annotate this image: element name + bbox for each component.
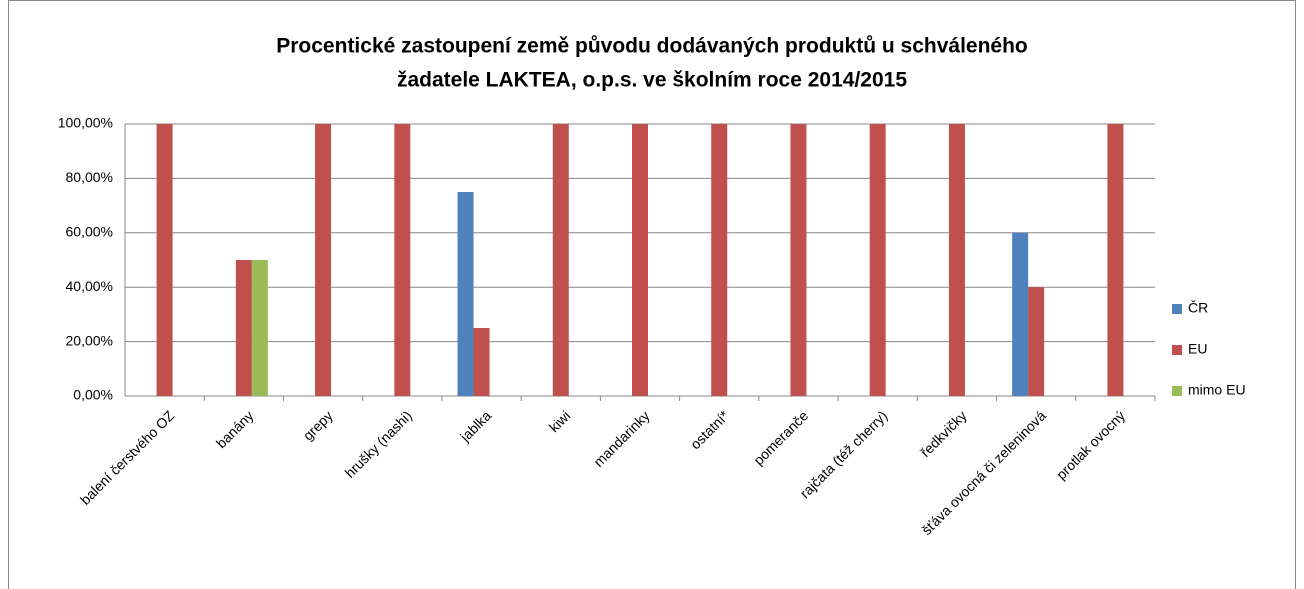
legend-swatch [1172, 345, 1182, 355]
bar [394, 124, 411, 396]
bar [1012, 232, 1029, 396]
bar [1107, 124, 1124, 396]
chart-title: žadatele LAKTEA, o.p.s. ve školním roce … [397, 69, 907, 92]
legend-swatch [1172, 304, 1182, 314]
legend-label: ČR [1188, 300, 1208, 316]
legend-label: mimo EU [1188, 382, 1246, 398]
y-tick-label: 20,00% [66, 332, 113, 348]
bar [315, 124, 332, 396]
bar [632, 124, 648, 396]
bar [1028, 287, 1045, 396]
legend-label: EU [1188, 341, 1207, 357]
chart-frame [8, 0, 1296, 589]
bar [790, 124, 807, 396]
y-tick-label: 40,00% [66, 278, 113, 294]
y-tick-label: 100,00% [58, 115, 113, 131]
y-tick-label: 80,00% [66, 169, 113, 185]
legend-swatch [1172, 386, 1182, 396]
bar [711, 124, 728, 396]
bar [457, 192, 474, 396]
bar [948, 124, 965, 396]
bar [156, 124, 173, 396]
bar [869, 124, 886, 396]
bar [251, 260, 268, 396]
chart-title: Procentické zastoupení země původu dodáv… [276, 35, 1028, 58]
y-tick-label: 0,00% [73, 387, 113, 403]
bar [235, 260, 252, 396]
bar [473, 328, 490, 396]
y-tick-label: 60,00% [66, 224, 113, 240]
bar [552, 124, 569, 396]
